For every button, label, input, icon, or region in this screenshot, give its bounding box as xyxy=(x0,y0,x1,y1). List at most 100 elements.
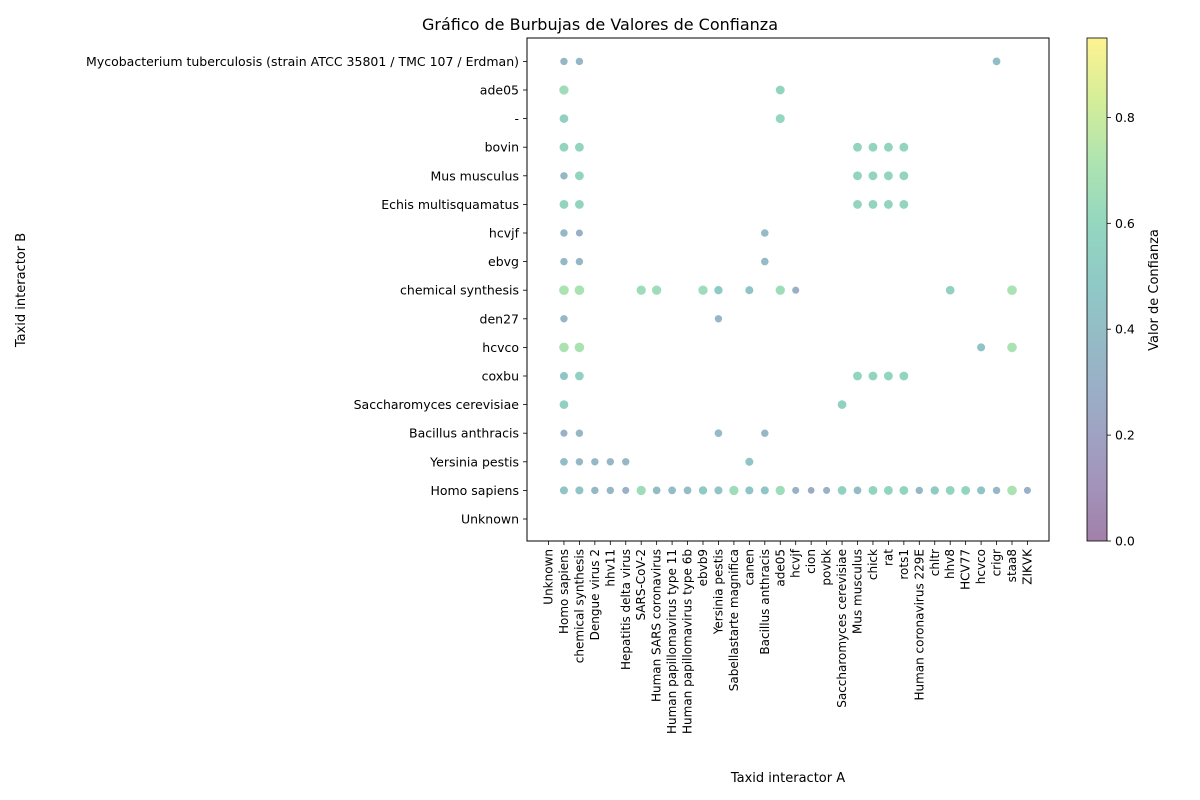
bubble-povbk-homo-sapiens xyxy=(822,486,831,495)
bubble-ebvb9-chemical-synthesis xyxy=(697,284,709,296)
x-tick-label: Human SARS coronavirus xyxy=(650,549,664,702)
bubble-rat-echis-multisquamatus xyxy=(883,199,894,210)
x-tick-label: Human coronavirus 229E xyxy=(912,549,926,701)
bubble-ade05-ade05 xyxy=(775,84,786,96)
bubble-homo-sapiens-coxbu xyxy=(559,371,569,381)
x-tick-label: Human papillomavirus type 11 xyxy=(665,549,679,734)
bubble-rots1-bovin xyxy=(898,141,910,153)
bubble-dengue-virus-2-yersinia-pestis xyxy=(590,457,600,467)
bubble-chick-homo-sapiens xyxy=(867,485,879,496)
bubble-chemical-synthesis-mus-musculus xyxy=(574,170,585,182)
bubble-yersinia-pestis-bacillus-anthracis xyxy=(713,428,724,438)
x-tick-label: crigr xyxy=(990,549,1004,576)
plot-area xyxy=(526,37,1050,542)
bubble-chemical-synthesis-coxbu xyxy=(574,370,585,382)
x-tick-label: Homo sapiens xyxy=(557,549,571,634)
bubble-chemical-synthesis-echis-multisquamatus xyxy=(574,199,585,210)
bubble-dengue-virus-2-homo-sapiens xyxy=(590,485,600,495)
bubble-human-coronavirus-229e-homo-sapiens xyxy=(914,485,924,495)
x-tick-label: hhv11 xyxy=(603,549,617,587)
colorbar-gradient xyxy=(1086,37,1108,542)
bubble-series xyxy=(558,56,1032,497)
colorbar-ticks: 0.0 0.2 0.4 0.6 0.8 xyxy=(1107,110,1135,549)
bubble-rat-mus-musculus xyxy=(883,170,894,182)
bubble-chemical-synthesis-mycobacterium-tuberculosis-strain-atcc-35801-tmc-107-erdman xyxy=(574,56,584,66)
bubble-saccharomyces-cerevisiae-homo-sapiens xyxy=(836,485,848,496)
y-tick-label: chemical synthesis xyxy=(400,283,519,298)
bubble-chemical-synthesis-chemical-synthesis xyxy=(573,284,586,296)
x-tick-label: ade05 xyxy=(773,549,787,587)
bubble-mus-musculus-mus-musculus xyxy=(852,170,863,182)
x-tick-label: staa8 xyxy=(1005,549,1019,582)
bubble-yersinia-pestis-chemical-synthesis xyxy=(713,285,724,296)
bubble-yersinia-pestis-homo-sapiens xyxy=(713,485,724,496)
bubble-chick-mus-musculus xyxy=(867,170,879,182)
bubble-chemical-synthesis-bovin xyxy=(574,141,585,153)
bubble-hhv8-chemical-synthesis xyxy=(945,285,956,296)
bubble-sars-cov-2-homo-sapiens xyxy=(635,484,647,496)
bubble-saccharomyces-cerevisiae-saccharomyces-cerevisiae xyxy=(836,399,848,410)
x-tick-label: HCV77 xyxy=(959,549,973,590)
bubble-canen-yersinia-pestis xyxy=(744,456,755,467)
bubble-chemical-synthesis-hcvco xyxy=(573,341,586,354)
y-tick-label: den27 xyxy=(480,311,519,326)
x-tick-label: chemical synthesis xyxy=(572,549,586,663)
bubble-homo-sapiens-echis-multisquamatus xyxy=(558,199,570,210)
y-tick-label: Homo sapiens xyxy=(430,483,519,498)
bubble-rots1-mus-musculus xyxy=(898,170,910,182)
colorbar-tick-label: 0.0 xyxy=(1115,534,1135,549)
chart-title: Gráfico de Burbujas de Valores de Confia… xyxy=(422,15,778,34)
x-tick-label: ebvb9 xyxy=(696,549,710,586)
y-axis-label: Taxid interactor B xyxy=(14,233,29,348)
bubble-hcvjf-homo-sapiens xyxy=(791,486,801,495)
x-tick-label: hcvjf xyxy=(789,548,803,578)
y-tick-label: Echis multisquamatus xyxy=(381,197,519,212)
y-axis-ticks: Unknown Homo sapiens Yersinia pestis Bacill… xyxy=(86,54,527,527)
bubble-hhv11-yersinia-pestis xyxy=(605,457,615,467)
plot-frame xyxy=(526,37,1050,542)
x-tick-label: Yersinia pestis xyxy=(711,549,725,635)
x-tick-label: ZIKVK xyxy=(1020,548,1034,585)
y-tick-label: Unknown xyxy=(461,512,519,527)
bubble-yersinia-pestis-den27 xyxy=(713,314,723,324)
y-tick-label: hcvco xyxy=(482,340,519,355)
bubble-rots1-homo-sapiens xyxy=(898,485,910,496)
bubble-homo-sapiens-mycobacterium-tuberculosis-strain-atcc-35801-tmc-107-erdman xyxy=(559,56,569,66)
y-tick-label: Mycobacterium tuberculosis (strain ATCC … xyxy=(86,54,519,69)
bubble-rat-homo-sapiens xyxy=(883,485,894,496)
bubble-human-sars-coronavirus-chemical-synthesis xyxy=(651,284,663,296)
y-tick-label: Yersinia pestis xyxy=(429,454,519,469)
bubble-hcvjf-chemical-synthesis xyxy=(791,285,801,295)
bubble-homo-sapiens-dash xyxy=(558,113,570,124)
y-tick-label: - xyxy=(514,111,519,126)
bubble-canen-homo-sapiens xyxy=(744,485,755,496)
bubble-hcvco-hcvco xyxy=(976,342,986,353)
bubble-staa8-chemical-synthesis xyxy=(1006,284,1018,296)
x-axis-label: Taxid interactor A xyxy=(730,771,845,786)
y-tick-label: Saccharomyces cerevisiae xyxy=(354,397,520,412)
colorbar-tick-label: 0.6 xyxy=(1115,216,1135,231)
bubble-chemical-synthesis-hcvjf xyxy=(575,228,584,238)
bubble-staa8-hcvco xyxy=(1006,341,1018,354)
bubble-homo-sapiens-chemical-synthesis xyxy=(558,284,570,296)
bubble-rat-bovin xyxy=(883,141,894,153)
bubble-homo-sapiens-homo-sapiens xyxy=(559,485,569,496)
bubble-bacillus-anthracis-homo-sapiens xyxy=(759,485,770,496)
bubble-homo-sapiens-ebvg xyxy=(559,257,569,267)
x-tick-label: hcvco xyxy=(974,549,988,584)
y-tick-label: ebvg xyxy=(488,254,519,269)
bubble-chick-echis-multisquamatus xyxy=(867,199,879,210)
y-tick-label: Bacillus anthracis xyxy=(409,426,519,441)
bubble-chemical-synthesis-homo-sapiens xyxy=(574,485,585,496)
bubble-staa8-homo-sapiens xyxy=(1006,484,1018,497)
x-tick-label: povbk xyxy=(820,549,834,586)
x-tick-label: hhv8 xyxy=(943,549,957,579)
x-tick-label: Dengue virus 2 xyxy=(588,549,602,640)
bubble-homo-sapiens-bovin xyxy=(558,141,570,153)
colorbar: 0.0 0.2 0.4 0.6 0.8 Valor de Confianza xyxy=(1086,37,1162,549)
bubble-mus-musculus-homo-sapiens xyxy=(852,485,863,496)
colorbar-tick-label: 0.8 xyxy=(1115,110,1135,125)
x-axis-ticks: Unknown Homo sapiens chemical synthesis Den… xyxy=(542,541,1034,734)
bubble-bacillus-anthracis-ebvg xyxy=(760,256,770,267)
